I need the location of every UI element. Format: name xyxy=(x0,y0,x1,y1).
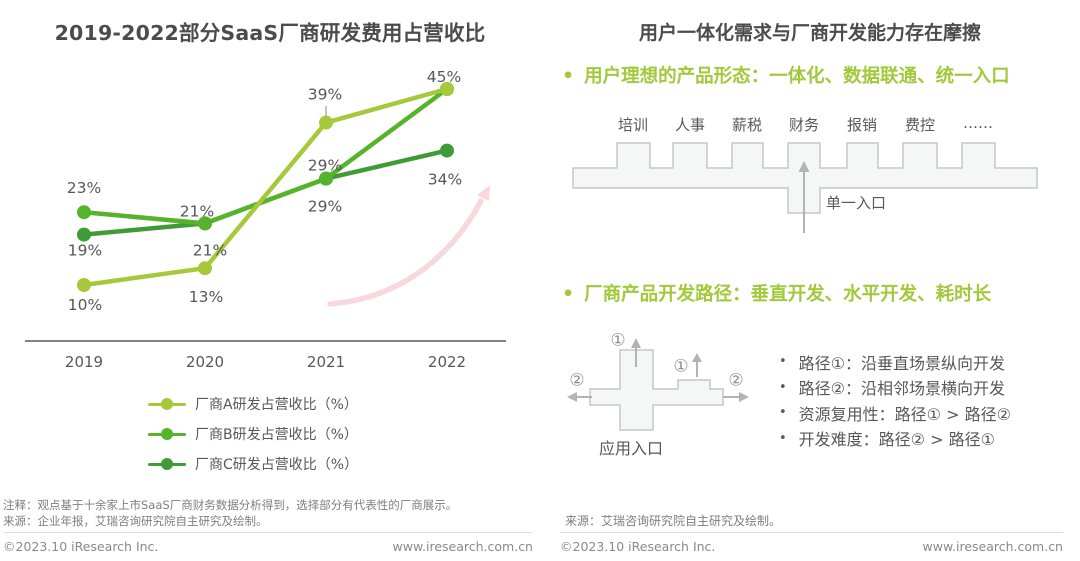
data-point xyxy=(77,227,91,242)
copyright-text: ©2023.10 iResearch Inc. xyxy=(3,539,159,554)
legend-marker-c xyxy=(148,458,186,470)
path1-badge-icon: ① xyxy=(673,356,689,377)
module-label-finance: 财务 xyxy=(788,116,820,134)
x-axis-label: 2022 xyxy=(428,353,466,371)
bullet-dot-icon: • xyxy=(779,405,787,421)
data-point xyxy=(440,82,454,96)
x-axis-label: 2019 xyxy=(65,353,103,371)
right-panel-title: 用户一体化需求与厂商开发能力存在摩擦 xyxy=(638,22,981,44)
cross-shape xyxy=(589,349,724,431)
bullet-dot-icon: • xyxy=(779,430,787,446)
data-label: 29% xyxy=(308,157,342,175)
data-label: 21% xyxy=(193,241,227,259)
bullet-dot-icon: • xyxy=(779,379,787,395)
right-diagrams xyxy=(567,142,1038,431)
path1-badge-icon: ① xyxy=(610,330,626,351)
list-item: • 路径②：沿相邻场景横向开发 xyxy=(779,375,1011,401)
data-label: 45% xyxy=(427,68,461,86)
path2-arrow-left-head xyxy=(567,392,577,402)
module-label-hr: 人事 xyxy=(674,116,706,134)
left-footnotes: 注释：观点基于十余家上市SaaS厂商财务数据分析得到，选择部分有代表性的厂商展示… xyxy=(3,497,537,529)
note-text: 路径①：沿垂直场景纵向开发 xyxy=(798,353,1006,373)
legend-label-c: 厂商C研发占营收比（%） xyxy=(195,457,359,473)
data-point xyxy=(198,261,212,276)
data-point xyxy=(440,143,454,158)
copyright-text: ©2023.10 iResearch Inc. xyxy=(560,539,716,554)
data-label: 13% xyxy=(189,288,223,306)
bullet-dot-icon: • xyxy=(779,354,787,370)
path2-badge-icon: ② xyxy=(728,370,744,391)
path2-badge-icon: ② xyxy=(569,370,585,391)
data-point xyxy=(319,171,333,186)
legend-item-a: 厂商A研发占营收比（%） xyxy=(148,389,358,419)
left-chart-title: 2019-2022部分SaaS厂商研发费用占营收比 xyxy=(54,21,486,45)
list-item: • 资源复用性：路径① > 路径② xyxy=(779,400,1011,426)
right-copyright-row: ©2023.10 iResearch Inc. www.iresearch.co… xyxy=(560,539,1063,554)
module-label-payroll: 薪税 xyxy=(731,116,763,134)
module-label-training: 培训 xyxy=(617,116,649,134)
x-axis-label: 2020 xyxy=(186,353,224,371)
x-axis-label: 2021 xyxy=(307,353,345,371)
line-chart: 10% 13% 39% 45% 23% 21% 29% 19% 21% 29% 34% 2019 202… xyxy=(25,68,506,371)
trend-arrow xyxy=(327,198,484,307)
legend-label-a: 厂商A研发占营收比（%） xyxy=(195,397,358,413)
footer-divider-left xyxy=(3,532,533,533)
list-item: • 路径①：沿垂直场景纵向开发 xyxy=(779,349,1011,375)
note-text: 路径②：沿相邻场景横向开发 xyxy=(798,379,1006,399)
data-point xyxy=(319,115,333,130)
series-line-0 xyxy=(83,86,448,288)
path1-arrow-bump-head xyxy=(692,353,702,362)
data-label: 10% xyxy=(68,296,102,314)
module-label-expense: 费控 xyxy=(904,116,936,134)
bullet-heading-text: 厂商产品开发路径：垂直开发、水平开发、耗时长 xyxy=(584,284,992,305)
trend-arrow-head xyxy=(477,185,490,201)
single-entry-label: 单一入口 xyxy=(826,194,887,212)
legend-item-c: 厂商C研发占营收比（%） xyxy=(148,449,358,479)
list-item: • 开发难度：路径② > 路径① xyxy=(779,426,1011,452)
note-text: 资源复用性：路径① > 路径② xyxy=(798,404,1011,424)
path1-arrow-tall-head xyxy=(631,338,641,348)
right-source-line: 来源：艾瑞咨询研究院自主研究及绘制。 xyxy=(565,514,782,528)
data-point xyxy=(77,278,91,292)
bullet-heading-ideal-product: • 用户理想的产品形态：一体化、数据联通、统一入口 xyxy=(562,62,1067,88)
data-label: 39% xyxy=(308,86,342,104)
legend-label-b: 厂商B研发占营收比（%） xyxy=(195,427,358,443)
bullet-dot-icon: • xyxy=(562,283,575,305)
bullet-dot-icon: • xyxy=(562,65,575,87)
footer-divider-right xyxy=(560,532,1063,533)
legend-marker-a xyxy=(148,398,186,410)
module-label-more: …… xyxy=(963,114,993,132)
path2-arrow-right-head xyxy=(739,392,749,402)
single-entry-arrow-head xyxy=(798,161,810,172)
data-label: 34% xyxy=(428,171,462,189)
module-label-reimburse: 报销 xyxy=(846,116,878,134)
note-text: 开发难度：路径② > 路径① xyxy=(798,430,995,450)
bullet-heading-text: 用户理想的产品形态：一体化、数据联通、统一入口 xyxy=(584,66,1010,87)
data-point xyxy=(198,216,212,231)
data-label: 29% xyxy=(308,198,342,216)
data-point xyxy=(77,205,91,220)
app-entry-label: 应用入口 xyxy=(598,439,664,458)
legend-item-b: 厂商B研发占营收比（%） xyxy=(148,419,358,449)
path-notes-list: • 路径①：沿垂直场景纵向开发 • 路径②：沿相邻场景横向开发 • 资源复用性：路径①… xyxy=(779,349,1011,451)
data-label: 21% xyxy=(180,202,214,220)
legend-marker-b xyxy=(148,428,186,440)
website-text: www.iresearch.com.cn xyxy=(392,539,534,554)
data-label: 19% xyxy=(68,242,102,260)
left-copyright-row: ©2023.10 iResearch Inc. www.iresearch.co… xyxy=(3,539,533,554)
website-text: www.iresearch.com.cn xyxy=(922,539,1064,554)
series-line-1 xyxy=(83,87,449,226)
bullet-heading-dev-path: • 厂商产品开发路径：垂直开发、水平开发、耗时长 xyxy=(562,280,1067,306)
chart-legend: 厂商A研发占营收比（%） 厂商B研发占营收比（%） 厂商C研发占营收比（%） xyxy=(148,389,358,479)
data-label: 23% xyxy=(67,179,101,197)
source-line: 来源：企业年报，艾瑞咨询研究院自主研究及绘制。 xyxy=(3,514,268,528)
note-line: 注释：观点基于十余家上市SaaS厂商财务数据分析得到，选择部分有代表性的厂商展示… xyxy=(3,498,458,512)
